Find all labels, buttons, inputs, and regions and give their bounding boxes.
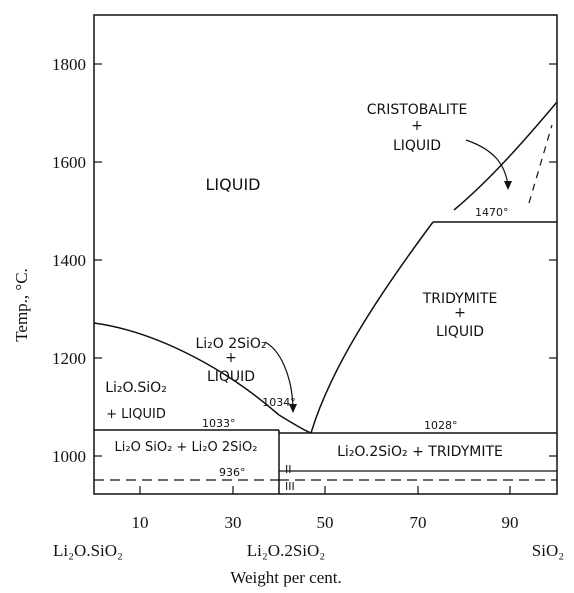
- cristobalite-liquidus: [453, 101, 558, 211]
- phase-boundaries: [93, 101, 558, 494]
- region-liquid: LIQUID: [206, 175, 261, 194]
- region-metasilicate-liquid-line2: + LIQUID: [106, 407, 166, 422]
- temp-1033: 1033°: [202, 417, 236, 430]
- region-disilicate-liquid-line3: LIQUID: [207, 369, 255, 385]
- metasilicate-liquidus: [93, 322, 280, 416]
- annotation-arrows: [264, 139, 512, 413]
- region-tridymite-line2: +: [454, 305, 466, 321]
- compound-label-disilicate: Li₂O.2SiO₂: [247, 541, 325, 560]
- region-disilicate-liquid-line1: Li₂O 2SiO₂: [195, 336, 266, 352]
- compound-label-silica: SiO₂: [532, 541, 564, 560]
- region-meta-plus-di: Li₂O SiO₂ + Li₂O 2SiO₂: [115, 440, 258, 455]
- x-tick-label-10: 10: [132, 513, 149, 532]
- region-labels: LIQUID CRISTOBALITE + LIQUID TRIDYMITE +…: [105, 102, 503, 493]
- temp-1034: 1034°: [262, 396, 296, 409]
- x-axis: 10 30 50 70 90 Li₂O.SiO₂ Li₂O.2SiO₂ SiO₂…: [53, 486, 564, 587]
- y-tick-label-1800: 1800: [52, 55, 86, 74]
- region-tridymite-line3: LIQUID: [436, 324, 484, 340]
- y-tick-label-1000: 1000: [52, 447, 86, 466]
- disilicate-arrow: [264, 341, 294, 409]
- phase-label-III: III: [285, 480, 295, 493]
- region-disilicate-liquid-line2: +: [225, 350, 237, 366]
- x-tick-label-90: 90: [502, 513, 519, 532]
- temp-1470: 1470°: [475, 206, 509, 219]
- temp-936: 936°: [219, 466, 246, 479]
- x-tick-label-70: 70: [410, 513, 427, 532]
- region-di-plus-tridymite: Li₂O.2SiO₂ + TRIDYMITE: [337, 444, 503, 460]
- y-axis: 1800 1600 1400 1200 1000 Temp., °C.: [12, 55, 557, 466]
- y-tick-label-1600: 1600: [52, 153, 86, 172]
- temp-1028: 1028°: [424, 419, 458, 432]
- y-tick-label-1200: 1200: [52, 349, 86, 368]
- region-tridymite-line1: TRIDYMITE: [422, 291, 498, 307]
- metastable-dashed: [528, 124, 553, 204]
- disilicate-liquidus: [278, 414, 312, 434]
- phase-label-II: II: [285, 463, 292, 476]
- x-tick-label-30: 30: [225, 513, 242, 532]
- region-metasilicate-liquid-line1: Li₂O.SiO₂: [105, 380, 167, 396]
- compound-label-metasilicate: Li₂O.SiO₂: [53, 541, 123, 560]
- temperature-labels: 1470° 1034° 1033° 1028° 936°: [202, 206, 509, 479]
- cristobalite-arrowhead: [504, 181, 512, 190]
- cristobalite-arrow: [465, 139, 509, 186]
- plot-frame: [93, 14, 558, 495]
- y-axis-title: Temp., °C.: [12, 268, 31, 342]
- tridymite-liquidus: [310, 221, 434, 434]
- x-tick-label-50: 50: [317, 513, 334, 532]
- region-cristobalite-line1: CRISTOBALITE: [367, 102, 468, 118]
- region-cristobalite-line3: LIQUID: [393, 138, 441, 154]
- y-tick-label-1400: 1400: [52, 251, 86, 270]
- disilicate-arrowhead: [289, 404, 297, 413]
- x-axis-title: Weight per cent.: [230, 568, 341, 587]
- region-cristobalite-line2: +: [411, 118, 423, 134]
